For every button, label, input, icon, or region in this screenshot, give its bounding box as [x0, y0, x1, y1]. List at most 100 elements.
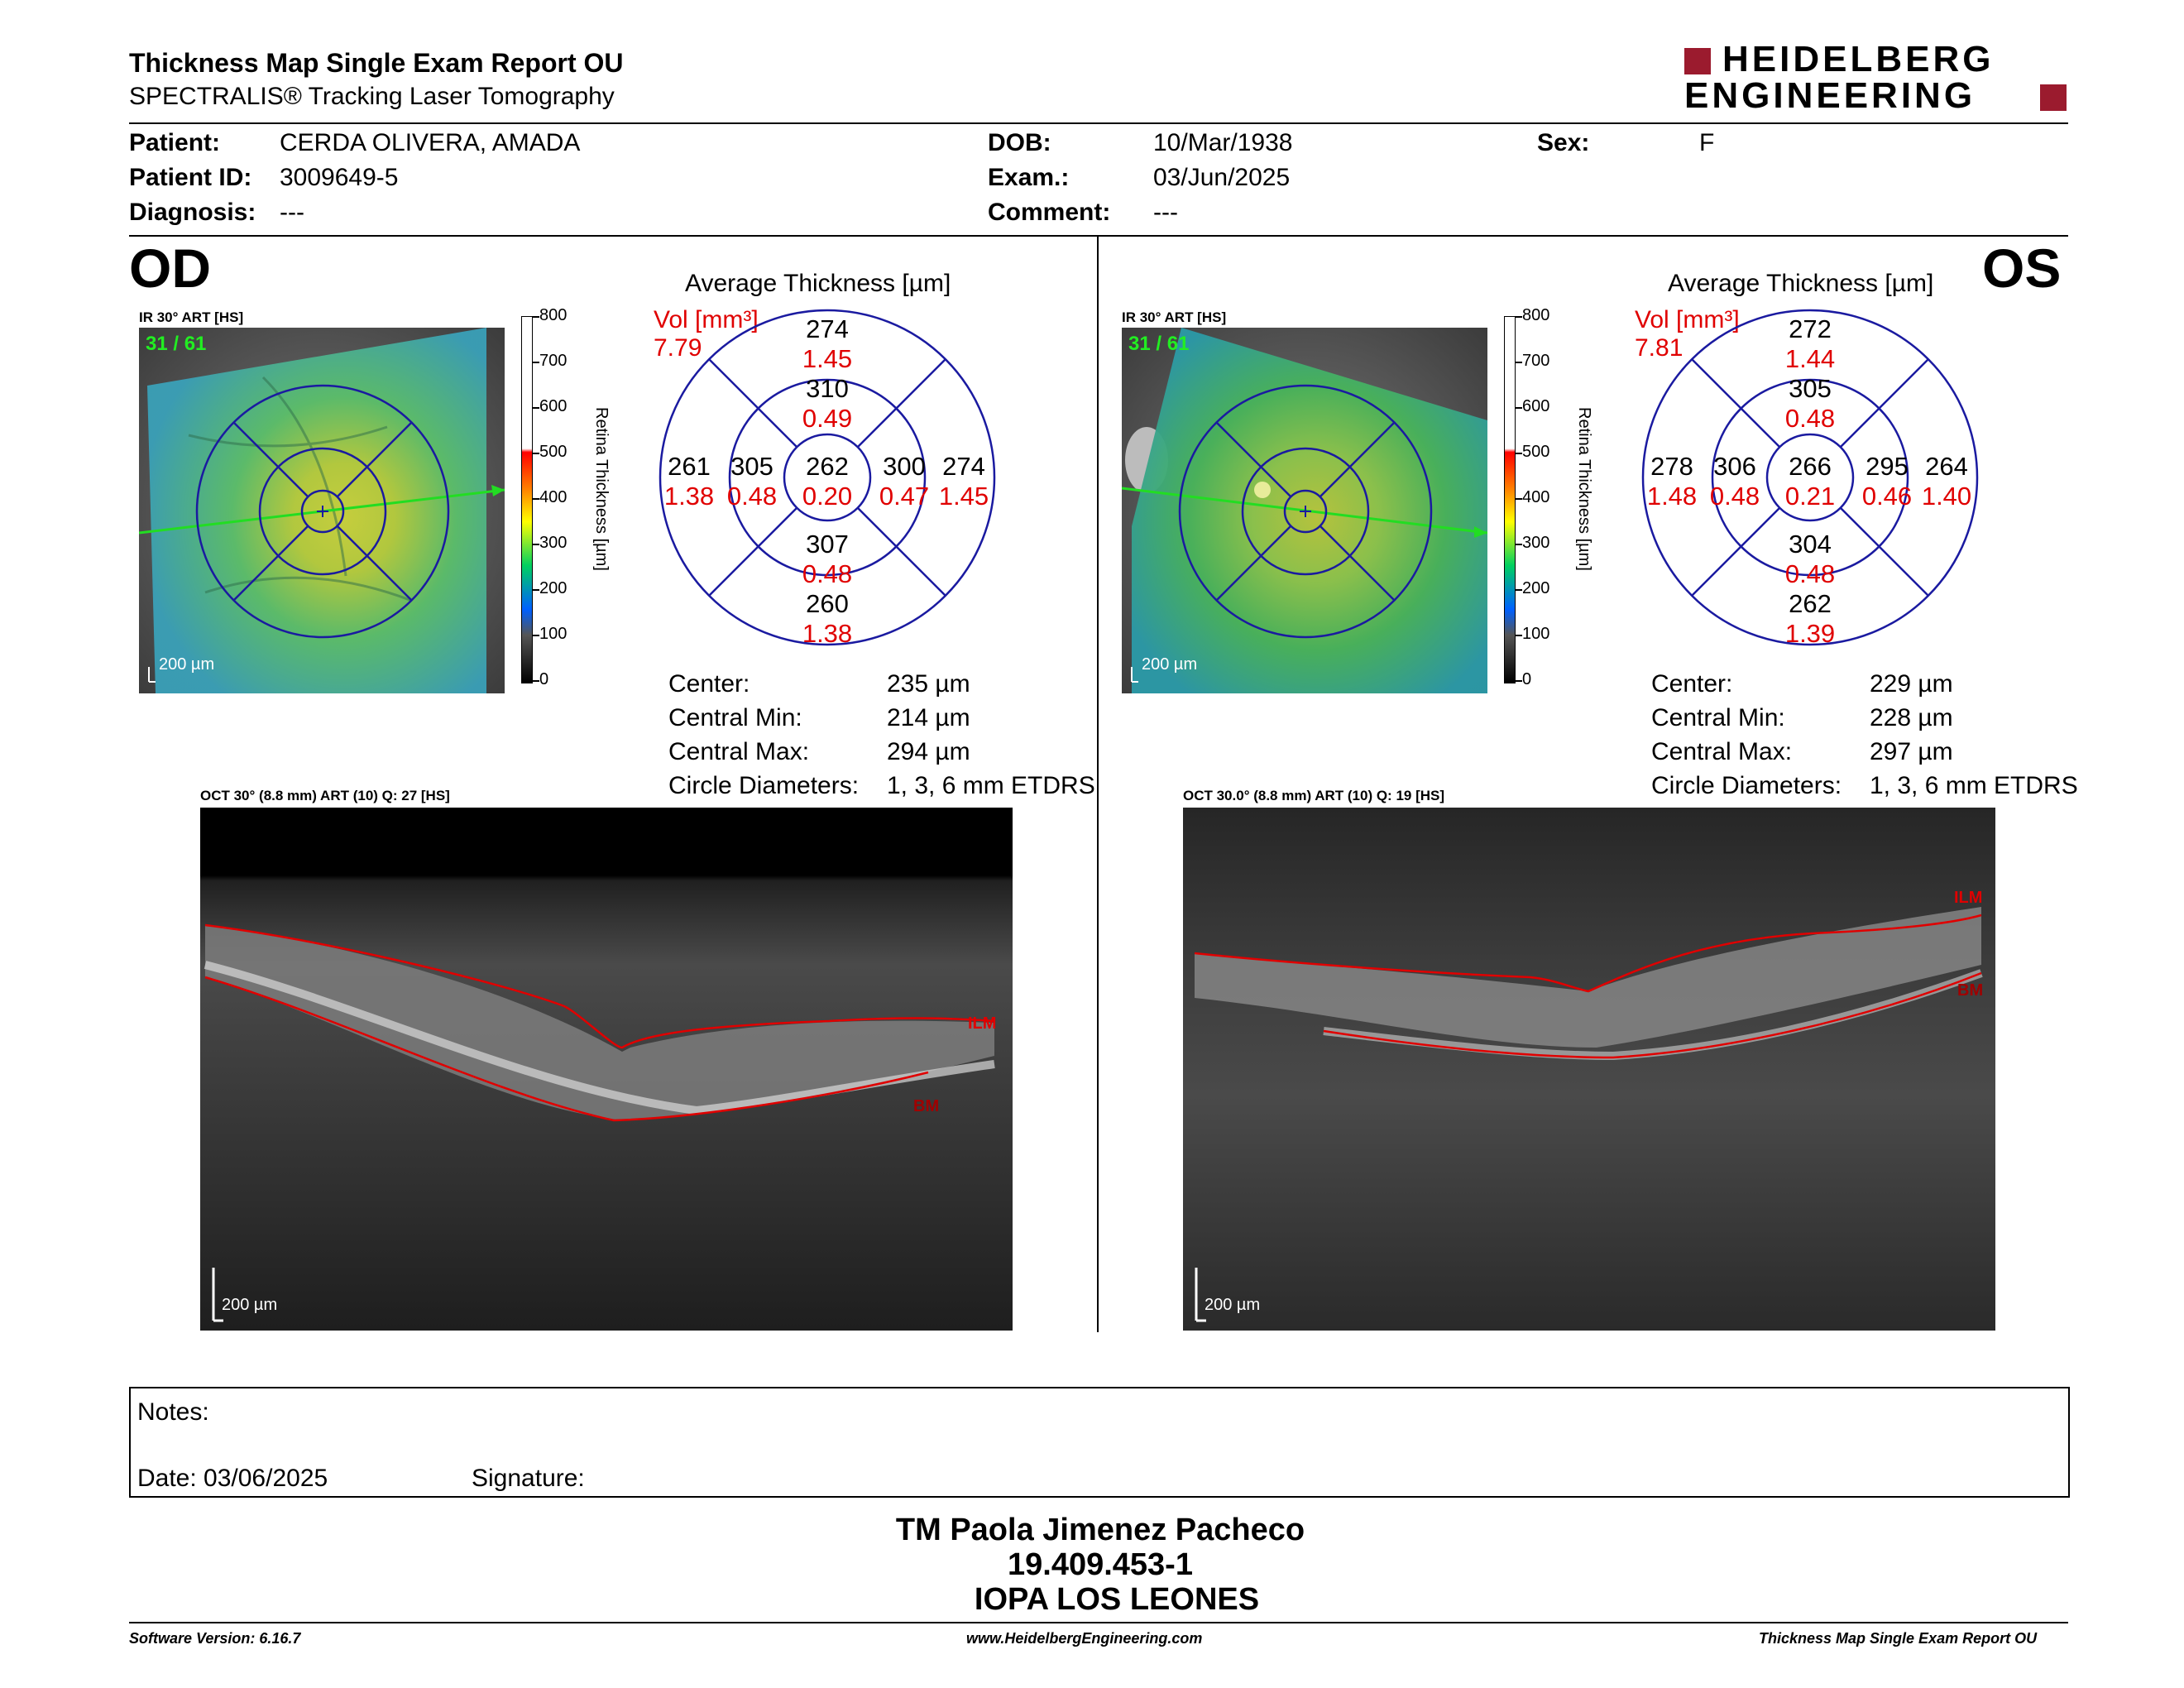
od-scale-tick-mark — [533, 453, 539, 454]
od-fundus-image: 31 / 61 200 µm — [139, 328, 505, 693]
os-inner-sup-vol: 0.48 — [1785, 404, 1835, 433]
od-scale-tick-label: 300 — [539, 534, 568, 552]
od-outer-temp: 261 — [668, 452, 711, 481]
heidelberg-logo: HEIDELBERG ENGINEERING — [1684, 41, 2068, 116]
os-vol-total: 7.81 — [1635, 334, 1684, 362]
od-scale-tick-mark — [533, 589, 539, 591]
eye-divider — [1097, 237, 1099, 1332]
od-frame-count: 31 / 61 — [146, 333, 207, 355]
od-scale-tick-label: 200 — [539, 579, 568, 597]
os-bm-label: BM — [1957, 981, 1984, 1000]
od-bm-label: BM — [913, 1097, 940, 1115]
os-fundus-scalebar: 200 µm — [1142, 655, 1198, 674]
exam-label: Exam.: — [988, 164, 1070, 191]
logo-line2: ENGINEERING — [1684, 75, 1976, 116]
os-inner-temp: 306 — [1713, 452, 1756, 481]
od-scale-tick-mark — [533, 407, 539, 409]
od-center: 262 — [806, 452, 849, 481]
od-scale-tick-label: 0 — [539, 670, 549, 688]
website-link[interactable]: www.HeidelbergEngineering.com — [966, 1630, 1203, 1647]
os-inner-nas: 295 — [1866, 452, 1909, 481]
od-ir-label: IR 30° ART [HS] — [139, 309, 244, 325]
od-scale-tick-mark — [533, 316, 539, 318]
od-scale-tick-label: 100 — [539, 625, 568, 643]
os-oct-label: OCT 30.0° (8.8 mm) ART (10) Q: 19 [HS] — [1183, 788, 1445, 803]
notes-box: Notes: Date: 03/06/2025 Signature: — [129, 1387, 2070, 1498]
patient-label: Patient: — [129, 129, 221, 156]
patient-divider — [129, 235, 2068, 237]
logo-square-bottom — [2040, 84, 2067, 111]
os-inner-nas-vol: 0.46 — [1862, 482, 1912, 511]
od-vol-label: Vol [mm³] — [654, 306, 759, 333]
os-scale-tick-label: 200 — [1522, 579, 1550, 597]
dob-value: 10/Mar/1938 — [1153, 129, 1293, 156]
signature-label: Signature: — [472, 1465, 585, 1492]
od-fundus-scalebar: 200 µm — [159, 655, 215, 674]
od-color-scale: 800 700 600 500 400 300 200 100 0 Retina Thickne… — [521, 306, 611, 688]
od-ilm-label: ILM — [968, 1014, 997, 1033]
comment-label: Comment: — [988, 199, 1111, 226]
os-inner-sup: 305 — [1789, 374, 1832, 403]
signer-name: TM Paola Jimenez Pacheco — [895, 1513, 1305, 1547]
od-inner-inf: 307 — [806, 530, 849, 559]
os-scale-tick-mark — [1516, 316, 1522, 318]
os-inner-inf-vol: 0.48 — [1785, 559, 1835, 588]
od-scale-label: Retina Thickness [µm] — [592, 407, 611, 571]
os-max-label: Central Max: — [1651, 738, 1793, 765]
notes-date: Date: 03/06/2025 — [137, 1465, 328, 1492]
od-oct-scan: ILM BM 200 µm — [200, 808, 1013, 1331]
od-inner-sup: 310 — [806, 374, 849, 403]
od-oct-label: OCT 30° (8.8 mm) ART (10) Q: 27 [HS] — [200, 788, 450, 803]
os-center-vol: 0.21 — [1785, 482, 1835, 511]
od-eye-label: OD — [129, 237, 211, 299]
od-inner-sup-vol: 0.49 — [802, 404, 852, 433]
logo-square-top — [1684, 48, 1711, 74]
os-fundus-image: 31 / 61 200 µm — [1122, 328, 1487, 693]
od-fundus-svg — [139, 328, 505, 693]
os-scale-tick-mark — [1516, 407, 1522, 409]
os-frame-count: 31 / 61 — [1128, 333, 1190, 355]
od-outer-nas-vol: 1.45 — [939, 482, 989, 511]
notes-label: Notes: — [137, 1398, 209, 1426]
od-oct-svg — [200, 808, 1013, 1331]
patient-id-label: Patient ID: — [129, 164, 252, 191]
od-max-label: Central Max: — [668, 738, 810, 765]
logo-line1: HEIDELBERG — [1722, 39, 1995, 79]
os-oct-scan: ILM BM 200 µm — [1183, 808, 1995, 1331]
footer-divider — [129, 1622, 2068, 1623]
os-scale-tick-mark — [1516, 362, 1522, 363]
os-scale-tick-label: 400 — [1522, 488, 1550, 506]
od-outer-sup-vol: 1.45 — [802, 344, 852, 373]
os-scale-tick-mark — [1516, 589, 1522, 591]
os-outer-nas-vol: 1.40 — [1922, 482, 1971, 511]
od-scale-tick-label: 700 — [539, 352, 568, 370]
exam-value: 03/Jun/2025 — [1153, 164, 1291, 191]
od-outer-sup: 274 — [806, 314, 849, 343]
os-scale-tick-mark — [1516, 680, 1522, 682]
os-outer-temp-vol: 1.48 — [1647, 482, 1697, 511]
od-outer-inf-vol: 1.38 — [802, 619, 852, 647]
os-oct-scalebar: 200 µm — [1205, 1296, 1261, 1314]
os-min-label: Central Min: — [1651, 704, 1785, 731]
os-diam-label: Circle Diameters: — [1651, 772, 1842, 799]
os-avg-title: Average Thickness [µm] — [1668, 270, 1934, 297]
os-outer-inf-vol: 1.39 — [1785, 619, 1835, 647]
os-outer-sup: 272 — [1789, 314, 1832, 343]
sex-label: Sex: — [1537, 129, 1590, 156]
od-outer-nas: 274 — [942, 452, 985, 481]
od-scale-tick-mark — [533, 498, 539, 500]
os-scale-tick-label: 700 — [1522, 352, 1550, 370]
od-scale-tick-mark — [533, 544, 539, 545]
od-inner-inf-vol: 0.48 — [802, 559, 852, 588]
os-vol-label: Vol [mm³] — [1635, 306, 1740, 333]
od-scale-tick-label: 600 — [539, 397, 568, 415]
od-center-vol: 0.20 — [802, 482, 852, 511]
dob-label: DOB: — [988, 129, 1051, 156]
os-scale-tick-mark — [1516, 453, 1522, 454]
os-color-scale: 800 700 600 500 400 300 200 100 0 Retina Thickne… — [1504, 306, 1593, 688]
os-scale-tick-mark — [1516, 498, 1522, 500]
diagnosis-label: Diagnosis: — [129, 199, 256, 226]
od-outer-temp-vol: 1.38 — [664, 482, 714, 511]
od-scale-tick-label: 500 — [539, 443, 568, 461]
os-scale-tick-label: 0 — [1522, 670, 1532, 688]
